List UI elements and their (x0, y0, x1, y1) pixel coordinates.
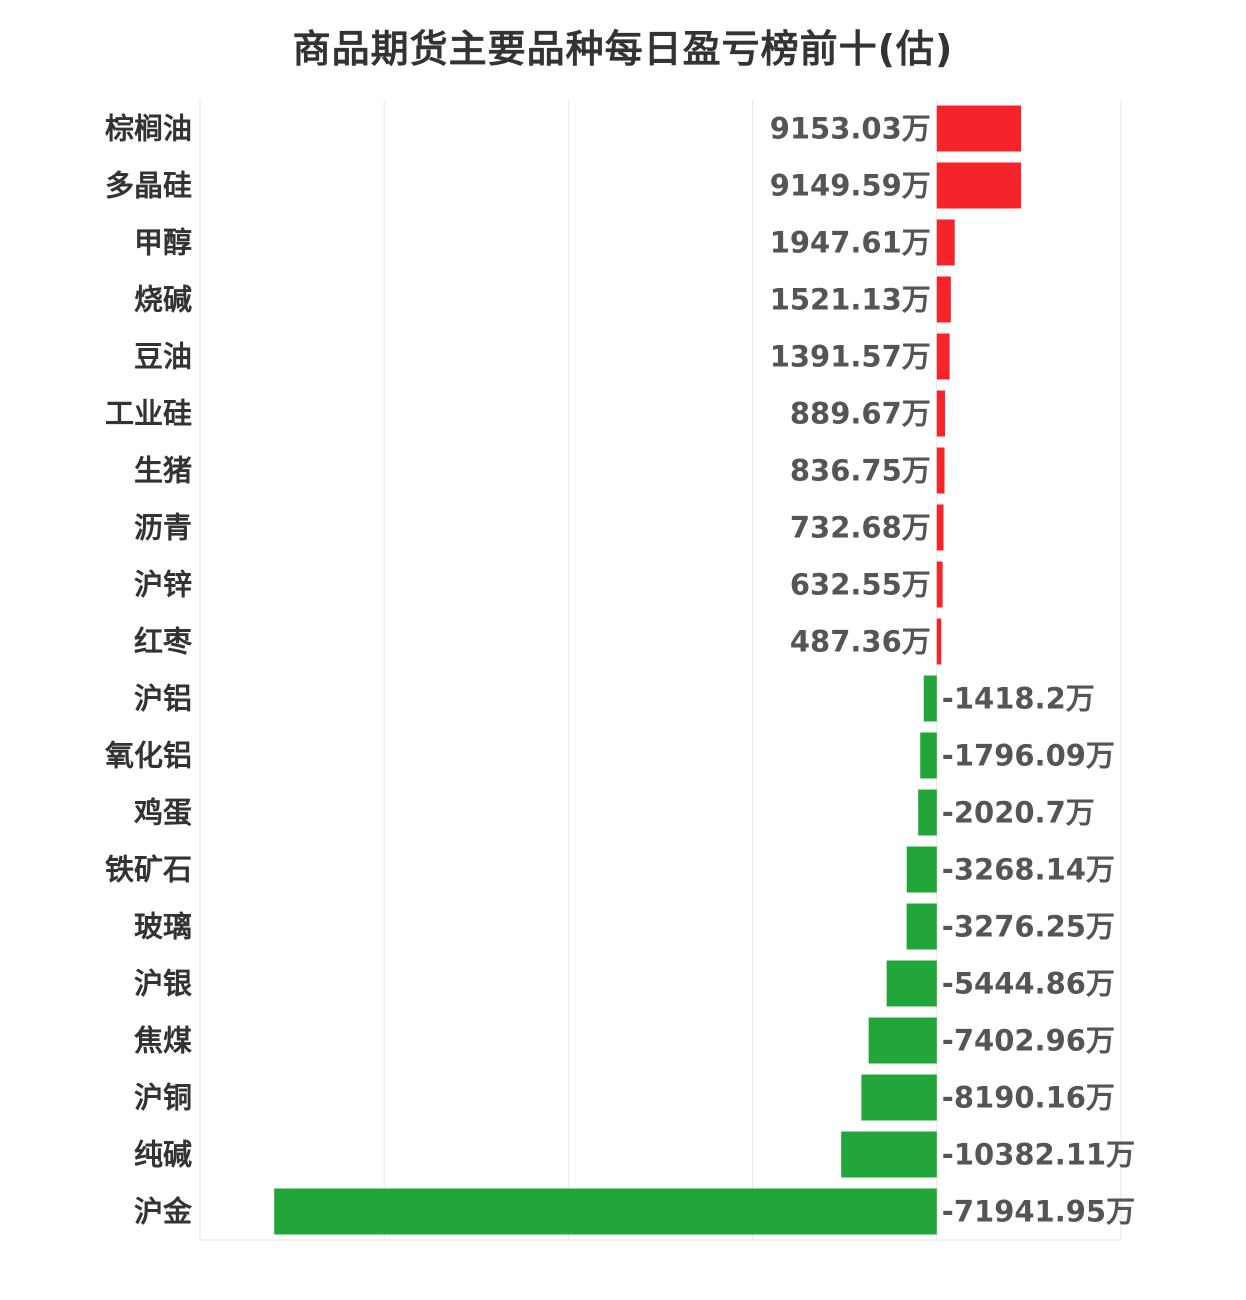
bar (923, 675, 937, 722)
category-label: 豆油 (134, 340, 192, 374)
bar (868, 1017, 937, 1064)
category-label: 多晶硅 (105, 169, 192, 203)
grid-lines (199, 100, 1122, 1241)
bar (936, 105, 1022, 152)
category-label: 工业硅 (105, 397, 192, 431)
category-label: 沪铝 (134, 682, 192, 716)
bar (906, 846, 937, 893)
chart-title: 商品期货主要品种每日盈亏榜前十(估) (292, 27, 954, 71)
category-label: 沪银 (134, 967, 192, 1001)
value-label: 632.55万 (790, 568, 931, 602)
category-label: 纯碱 (134, 1138, 192, 1172)
value-label: 1391.57万 (770, 340, 931, 374)
category-label: 生猪 (134, 454, 192, 488)
category-label: 沪铜 (134, 1081, 192, 1115)
value-label: 9149.59万 (770, 169, 931, 203)
bar (936, 561, 943, 608)
bar (920, 732, 937, 779)
category-label: 沪锌 (134, 568, 192, 602)
bar (886, 960, 937, 1007)
category-label: 铁矿石 (105, 853, 192, 887)
value-label: 9153.03万 (770, 112, 931, 146)
value-label: -1418.2万 (942, 682, 1095, 716)
value-label: -8190.16万 (942, 1081, 1115, 1115)
value-label: -2020.7万 (942, 796, 1095, 830)
bar (936, 504, 944, 551)
bar (936, 219, 955, 266)
value-label: -7402.96万 (942, 1024, 1115, 1058)
category-label: 沥青 (134, 511, 192, 545)
bar (936, 162, 1022, 209)
value-label: 836.75万 (790, 454, 931, 488)
value-label: -71941.95万 (942, 1195, 1135, 1229)
category-label: 鸡蛋 (134, 796, 192, 830)
value-label: -10382.11万 (942, 1138, 1135, 1172)
value-label: -3276.25万 (942, 910, 1115, 944)
value-label: -1796.09万 (942, 739, 1115, 773)
category-labels: 棕榈油多晶硅甲醇烧碱豆油工业硅生猪沥青沪锌红枣沪铝氧化铝鸡蛋铁矿石玻璃沪银焦煤沪… (104, 112, 193, 1229)
category-label: 甲醇 (134, 226, 192, 260)
value-labels: 9153.03万 9149.59万 1947.61万 1521.13万 1391.57万… (770, 112, 1135, 1229)
bar (906, 903, 937, 950)
bar (841, 1131, 937, 1178)
bar (936, 618, 942, 665)
value-label: 889.67万 (790, 397, 931, 431)
value-label: 487.36万 (790, 625, 931, 659)
value-label: -5444.86万 (942, 967, 1115, 1001)
bar (861, 1074, 937, 1121)
category-label: 沪金 (134, 1195, 193, 1229)
bars (274, 105, 1022, 1235)
category-label: 焦煤 (134, 1024, 192, 1058)
bar (936, 447, 945, 494)
value-label: 732.68万 (790, 511, 931, 545)
bar (936, 276, 951, 323)
bar (936, 333, 950, 380)
category-label: 玻璃 (134, 910, 192, 944)
category-label: 红枣 (134, 625, 193, 659)
bar (274, 1188, 937, 1235)
value-label: 1947.61万 (770, 226, 931, 260)
value-label: 1521.13万 (770, 283, 931, 317)
category-label: 棕榈油 (105, 112, 192, 146)
category-label: 烧碱 (134, 283, 192, 317)
category-label: 氧化铝 (104, 739, 192, 773)
bar (936, 390, 945, 437)
bar (918, 789, 937, 836)
value-label: -3268.14万 (942, 853, 1115, 887)
